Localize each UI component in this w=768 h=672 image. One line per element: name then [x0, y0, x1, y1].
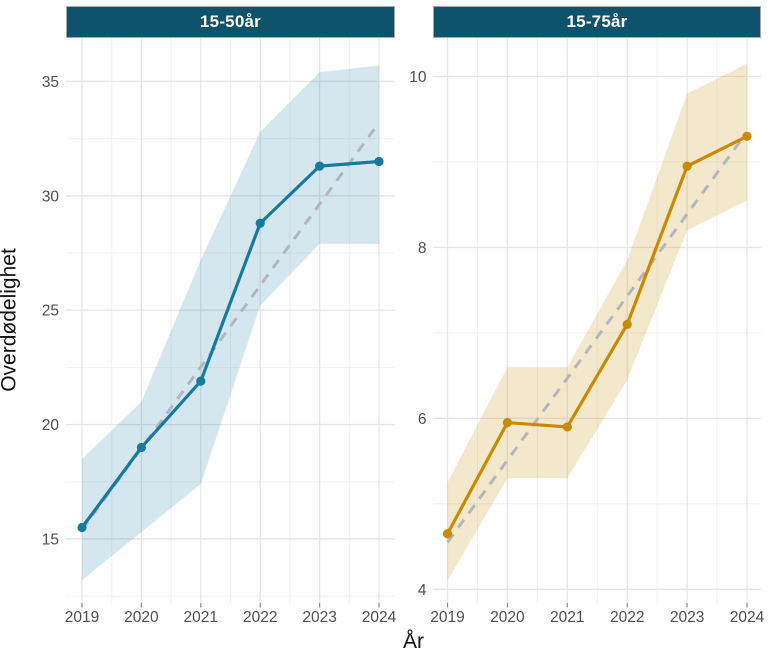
data-point-2020 — [136, 442, 146, 453]
x-tick-label: 2020 — [124, 609, 159, 626]
y-tick-label: 4 — [418, 582, 427, 599]
x-axis-title: År — [403, 630, 424, 653]
y-axis-title: Overdødelighet — [0, 248, 21, 392]
y-tick-label: 6 — [418, 411, 427, 428]
facet-strip-15-50ar: 15-50år — [66, 6, 395, 38]
y-tick-label: 15 — [42, 531, 59, 548]
x-tick-label: 2022 — [610, 609, 644, 626]
x-tick-label: 2020 — [490, 609, 525, 626]
x-tick-label: 2024 — [730, 609, 765, 626]
data-point-2022 — [622, 319, 632, 329]
series-line — [446, 134, 748, 535]
y-tick-label: 8 — [418, 240, 427, 257]
data-point-2021 — [562, 422, 572, 432]
data-point-2020 — [502, 418, 512, 428]
y-tick-label: 35 — [42, 74, 59, 91]
trend-line — [446, 131, 749, 544]
facet-strip-15-75ar: 15-75år — [433, 6, 761, 38]
data-point-2024 — [374, 156, 384, 167]
confidence-band — [82, 65, 379, 581]
y-tick-label: 30 — [42, 188, 60, 205]
trend-line — [80, 121, 381, 531]
data-point-2023 — [682, 161, 692, 171]
x-tick-label: 2023 — [670, 609, 704, 626]
x-tick-label: 2024 — [362, 609, 397, 626]
data-point-2021 — [196, 376, 206, 386]
x-tick-label: 2023 — [302, 609, 336, 626]
x-tick-label: 2019 — [430, 609, 464, 626]
y-tick-label: 20 — [42, 417, 60, 434]
data-point-2023 — [315, 161, 325, 171]
x-tick-label: 2021 — [550, 609, 584, 626]
y-tick-label: 25 — [42, 303, 59, 320]
x-tick-label: 2022 — [243, 609, 277, 626]
series-line — [80, 159, 380, 529]
data-point-2019 — [442, 529, 453, 539]
x-tick-label: 2019 — [65, 609, 99, 626]
confidence-band — [447, 63, 747, 581]
data-point-2022 — [255, 218, 265, 228]
x-tick-label: 2021 — [184, 609, 218, 626]
y-tick-label: 10 — [409, 69, 427, 86]
data-point-2019 — [77, 522, 87, 533]
data-point-2024 — [742, 131, 752, 141]
